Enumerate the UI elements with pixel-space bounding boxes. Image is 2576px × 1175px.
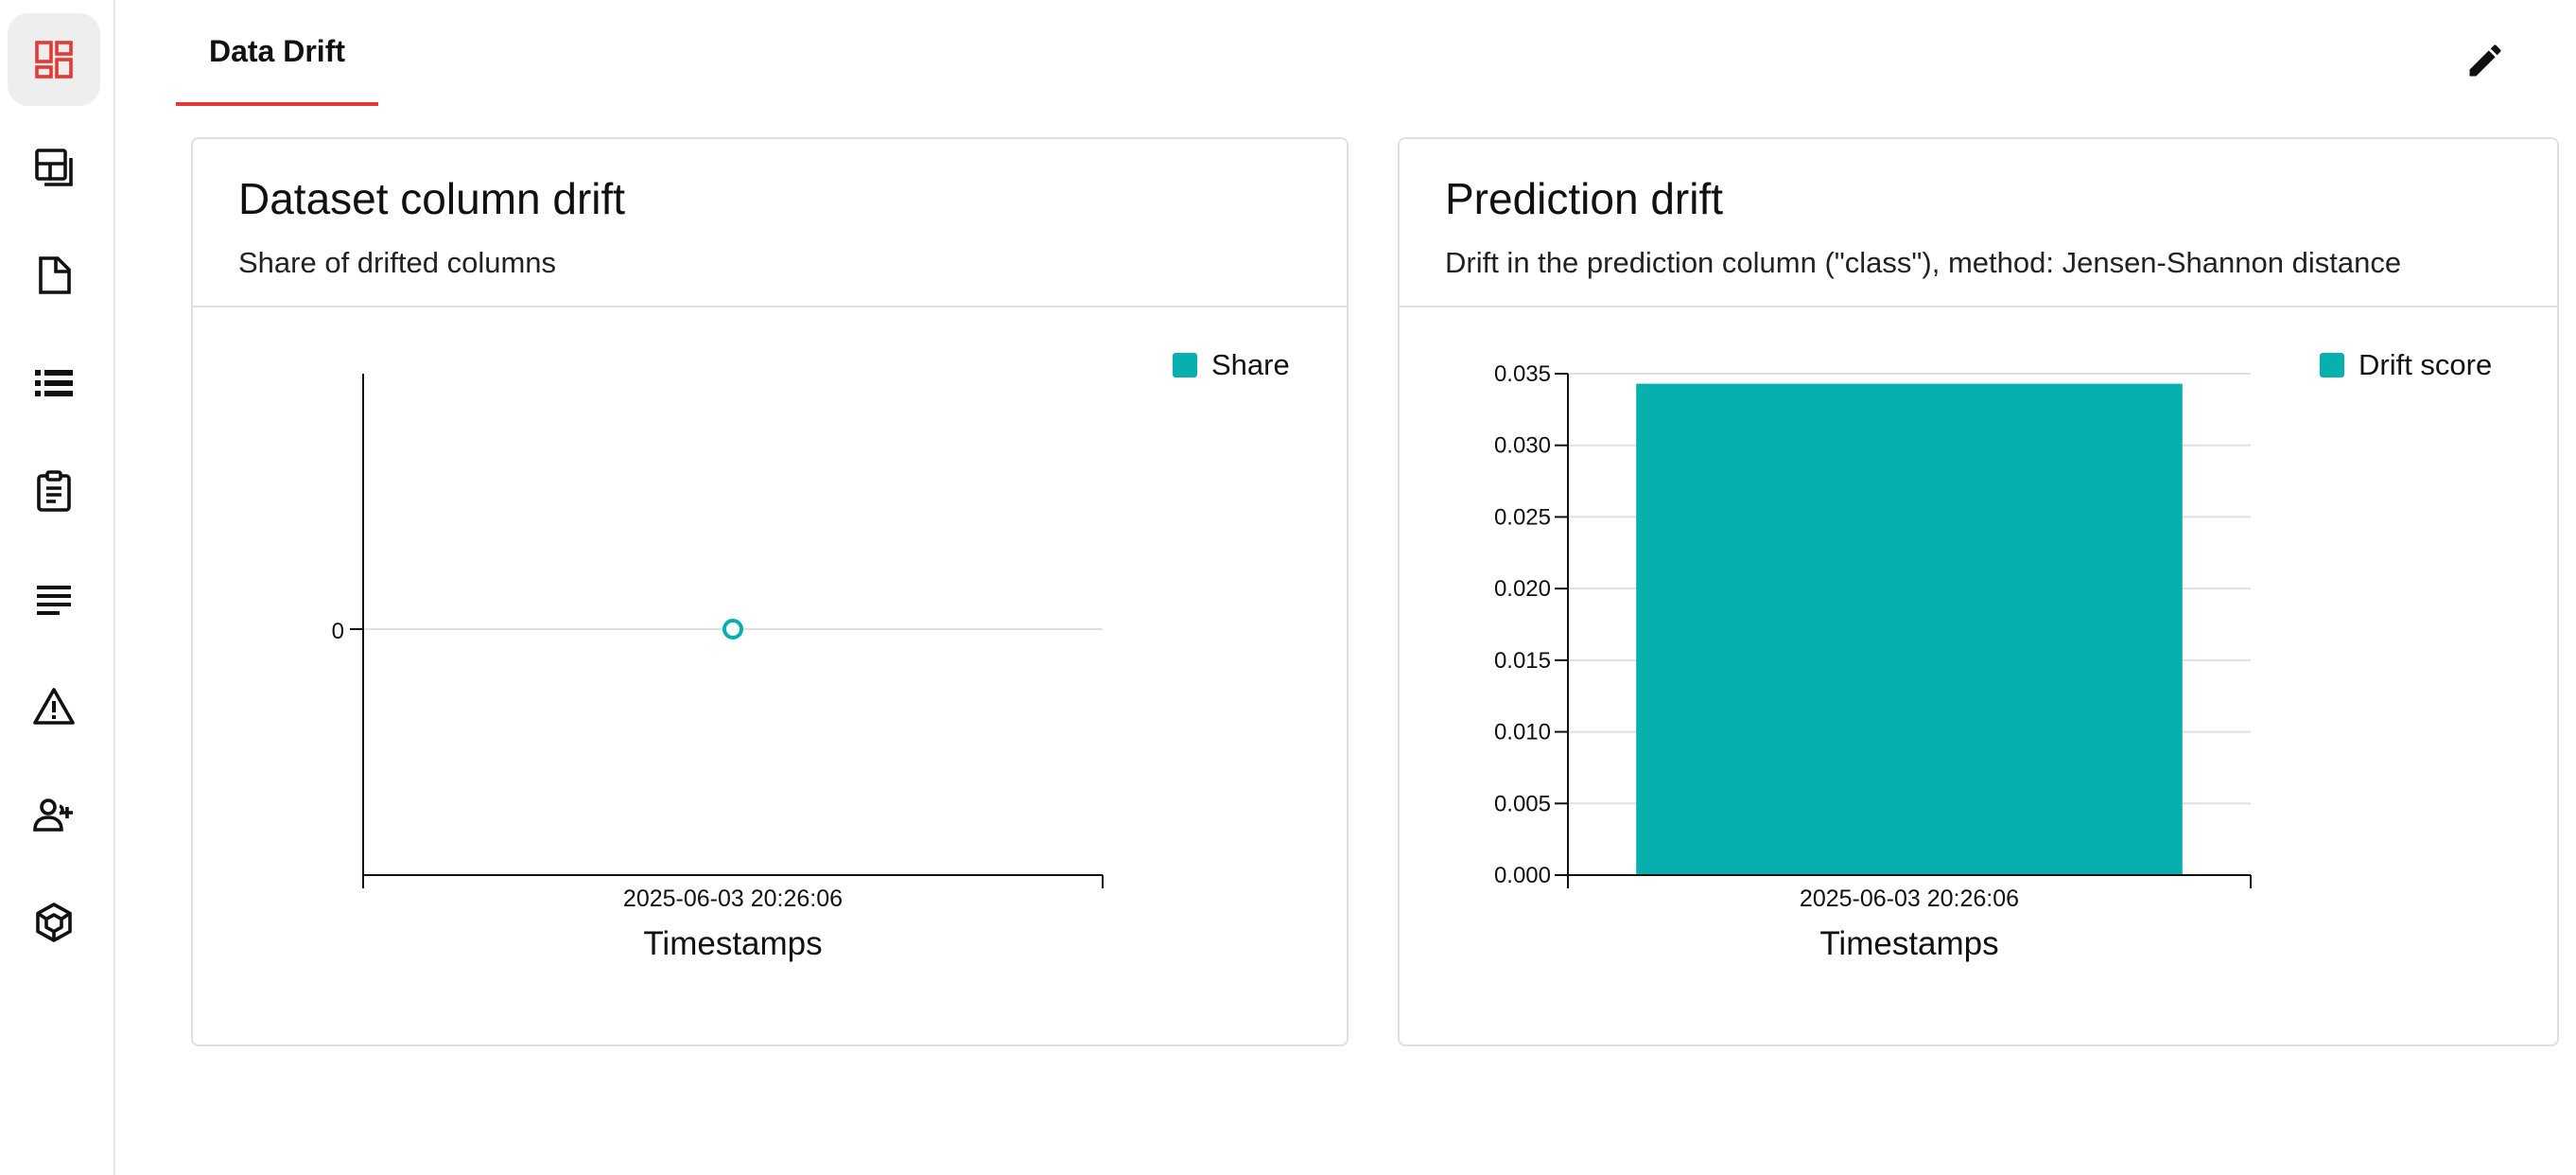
y-tick-label: 0.000 <box>1494 863 1551 888</box>
sidebar-item-datasets[interactable] <box>8 337 100 430</box>
sidebar-item-logs[interactable] <box>8 552 100 645</box>
list-icon <box>35 370 73 396</box>
y-tick-label: 0.005 <box>1494 791 1551 816</box>
tab-data-drift[interactable]: Data Drift <box>176 0 378 106</box>
sidebar-item-dashboard[interactable] <box>8 13 100 106</box>
sidebar-item-alerts[interactable] <box>8 660 100 753</box>
clipboard-icon <box>37 470 71 512</box>
add-user-icon <box>33 798 73 832</box>
library-icon <box>35 149 73 186</box>
prediction-drift-card: Prediction drift Drift in the prediction… <box>1398 137 2559 1046</box>
file-icon <box>39 256 71 294</box>
legend-label[interactable]: Share <box>1211 348 1290 381</box>
sidebar-item-team[interactable] <box>8 768 100 861</box>
dataset-column-drift-card: Dataset column drift Share of drifted co… <box>191 137 1349 1046</box>
sidebar <box>0 0 115 1175</box>
card-title: Dataset column drift <box>238 174 626 223</box>
share-chart: 0 2025-06-03 20:26:06 Timestamps Share <box>332 348 1290 962</box>
y-tick-label: 0.030 <box>1494 433 1551 459</box>
edit-button[interactable] <box>2459 34 2512 87</box>
card-title: Prediction drift <box>1445 174 1724 223</box>
y-tick-label: 0.020 <box>1494 576 1551 602</box>
sidebar-item-reports[interactable] <box>8 121 100 214</box>
sidebar-item-models[interactable] <box>8 876 100 969</box>
drift-score-chart: 0.000 0.005 0.010 0.015 0.020 0.025 0.030 0.035… <box>1494 348 2492 962</box>
x-axis-label: Timestamps <box>643 925 822 962</box>
x-tick-label: 2025-06-03 20:26:06 <box>623 886 843 912</box>
x-tick-label: 2025-06-03 20:26:06 <box>1800 886 2019 912</box>
cube-icon <box>36 903 72 942</box>
y-tick-label: 0.035 <box>1494 361 1551 387</box>
sidebar-item-tests[interactable] <box>8 445 100 537</box>
y-tick-label: 0.015 <box>1494 648 1551 674</box>
card-subtitle: Drift in the prediction column ("class")… <box>1445 245 2402 279</box>
data-point[interactable] <box>722 619 743 640</box>
legend-label[interactable]: Drift score <box>2358 348 2492 381</box>
text-lines-icon <box>37 586 71 615</box>
bar[interactable] <box>1636 383 2183 876</box>
y-tick-label: 0.010 <box>1494 720 1551 745</box>
legend-swatch <box>1173 353 1197 377</box>
y-tick-label: 0.025 <box>1494 504 1551 530</box>
y-tick-label: 0 <box>332 619 344 644</box>
card-subtitle: Share of drifted columns <box>238 245 557 279</box>
pencil-icon <box>2469 44 2501 77</box>
legend-swatch <box>2320 353 2344 377</box>
sidebar-item-snapshots[interactable] <box>8 229 100 322</box>
dashboard-icon <box>35 41 73 79</box>
x-axis-label: Timestamps <box>1819 925 1998 962</box>
warning-icon <box>33 688 75 725</box>
